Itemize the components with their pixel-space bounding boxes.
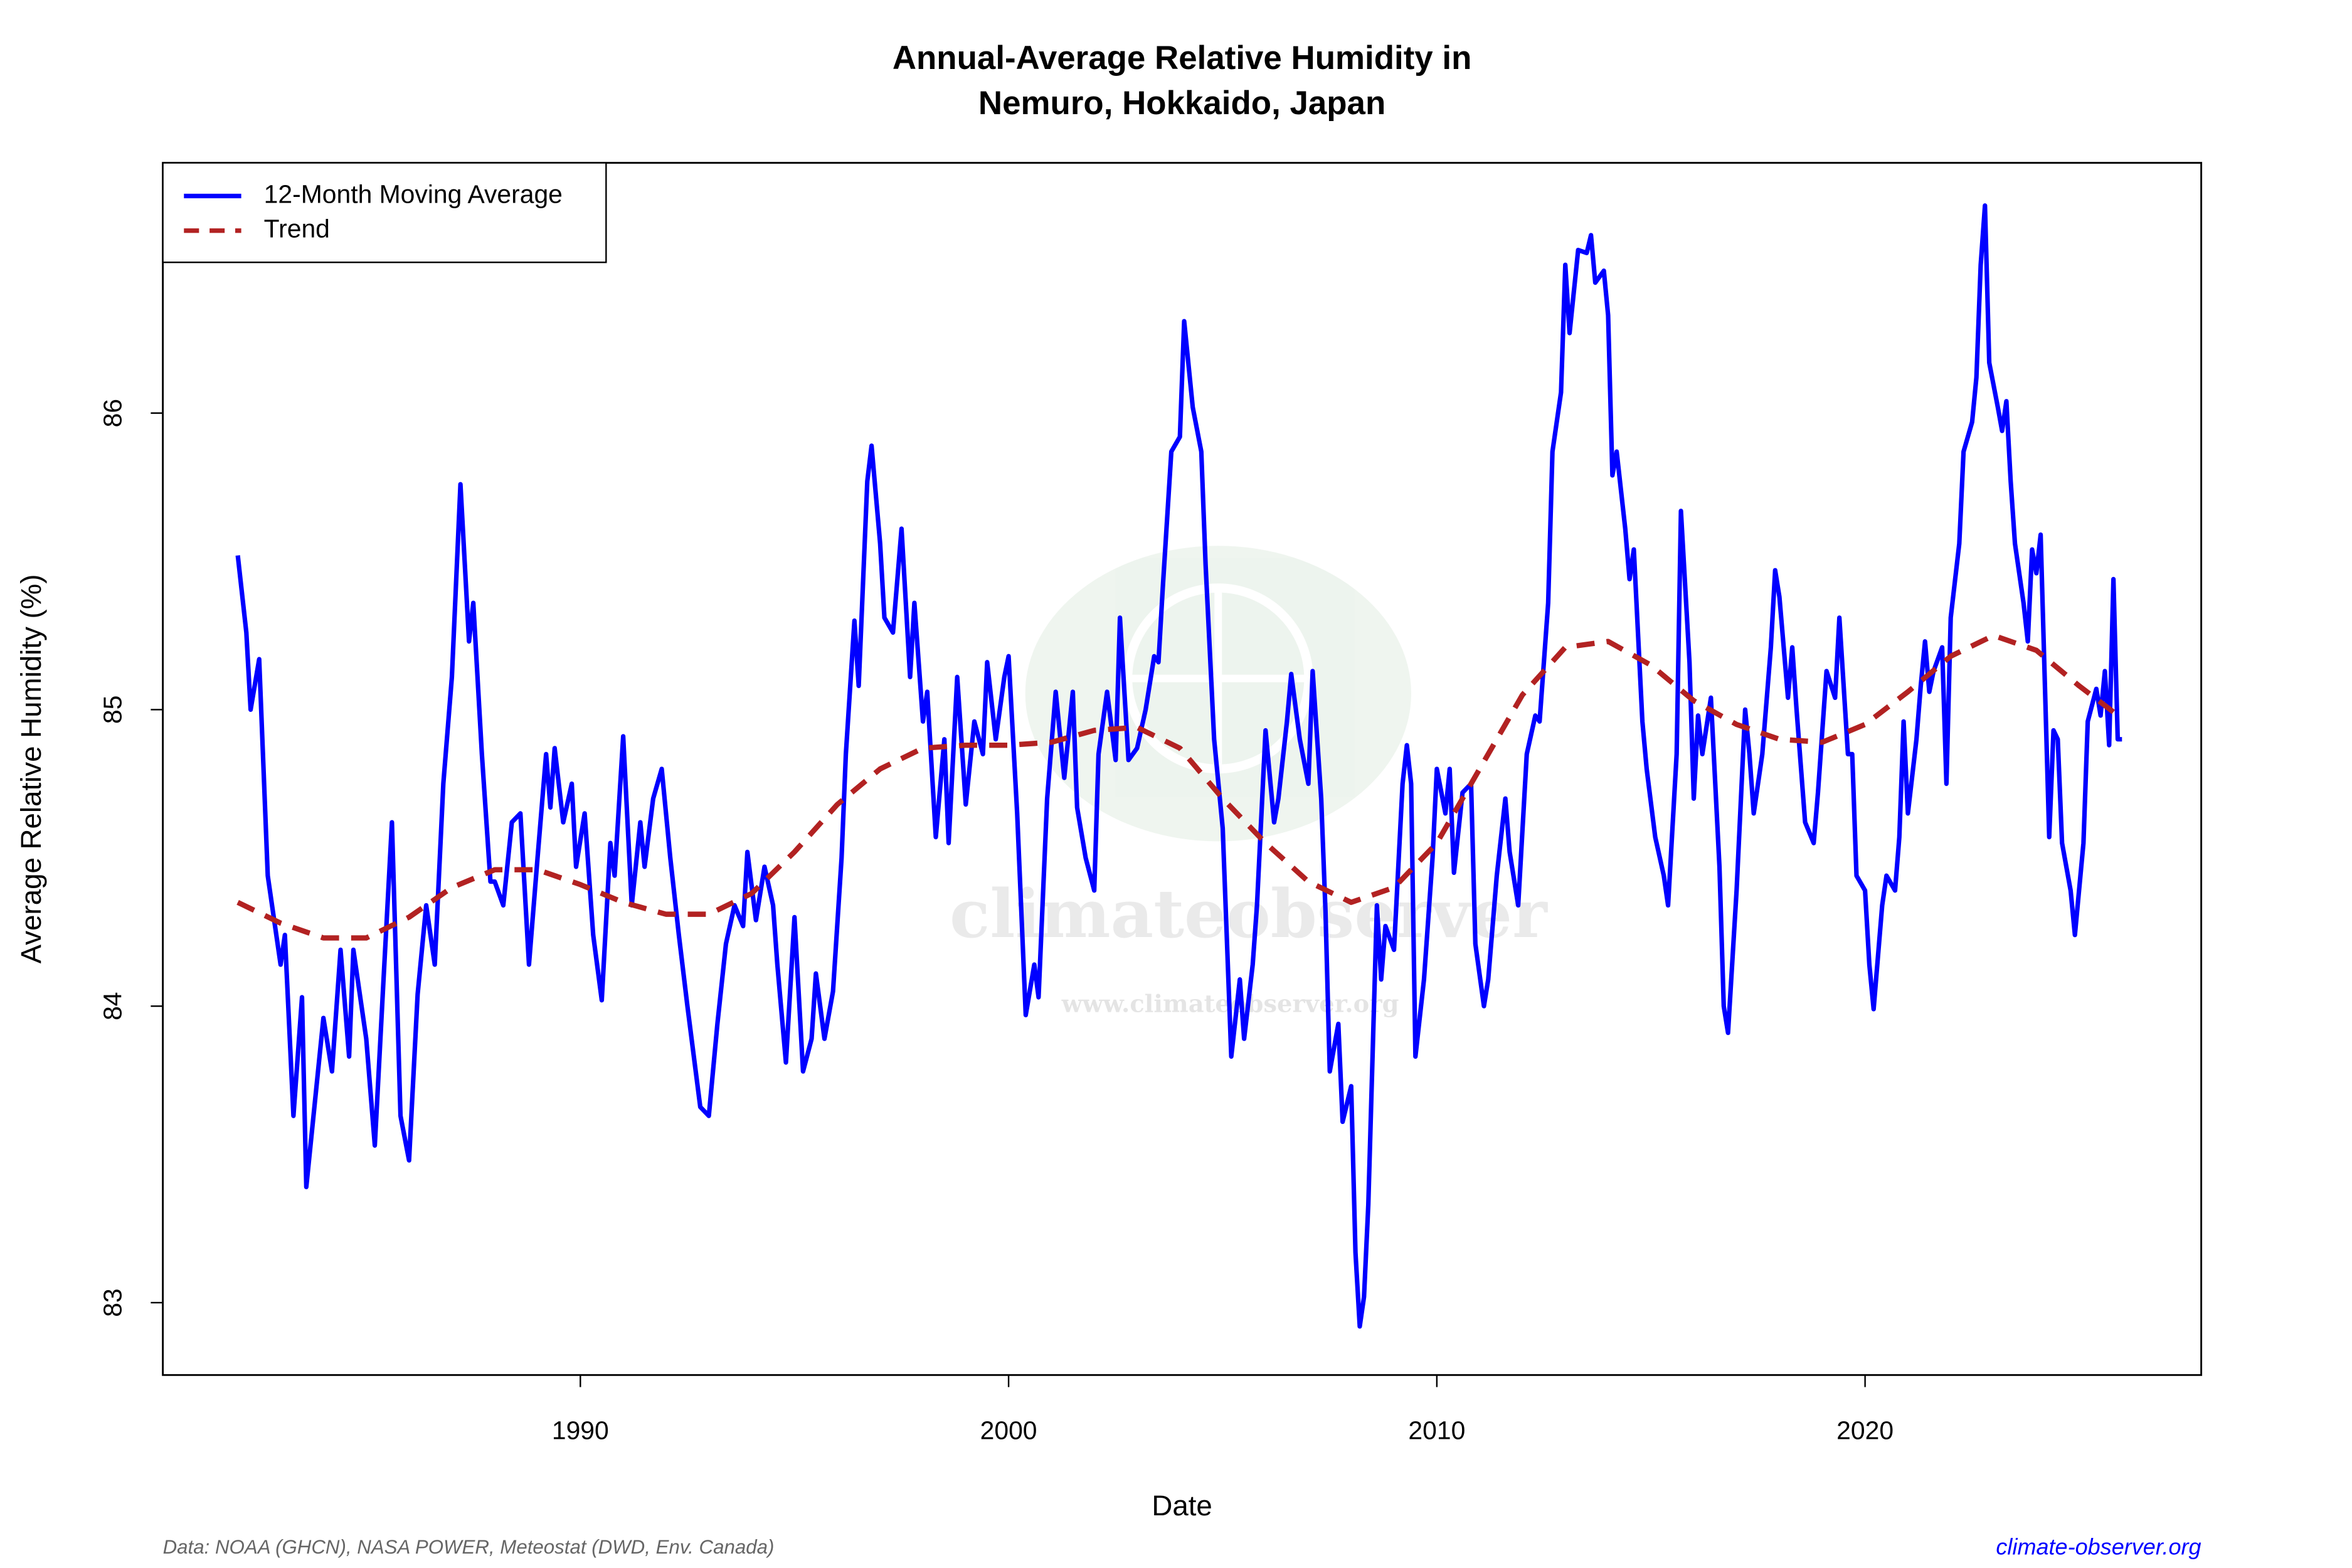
- x-tick-label: 2020: [1836, 1416, 1894, 1444]
- legend-label: Trend: [264, 215, 330, 243]
- chart-title: Annual-Average Relative Humidity in: [893, 40, 1472, 77]
- source-note: Data: NOAA (GHCN), NASA POWER, Meteostat…: [163, 1536, 775, 1558]
- watermark-text: climateobserver: [950, 875, 1548, 953]
- y-tick-label: 83: [98, 1288, 127, 1316]
- y-tick-label: 84: [98, 992, 127, 1020]
- y-tick-label: 85: [98, 696, 127, 724]
- chart-title: Nemuro, Hokkaido, Japan: [978, 85, 1385, 122]
- legend-label: 12-Month Moving Average: [264, 179, 563, 208]
- plot-area: [235, 203, 2124, 1329]
- series-line: [236, 633, 2124, 941]
- legend-box: [162, 162, 607, 263]
- x-tick-label: 2010: [1408, 1416, 1465, 1444]
- x-tick-label: 1990: [552, 1416, 609, 1444]
- y-tick-label: 86: [98, 399, 127, 427]
- site-link[interactable]: climate-observer.org: [1996, 1534, 2201, 1559]
- series-line: [235, 203, 2122, 1329]
- x-axis-label: Date: [1152, 1490, 1212, 1522]
- plot-frame: [162, 162, 2203, 1376]
- y-axis-label: Average Relative Humidity (%): [15, 575, 47, 964]
- x-tick-label: 2000: [980, 1416, 1037, 1444]
